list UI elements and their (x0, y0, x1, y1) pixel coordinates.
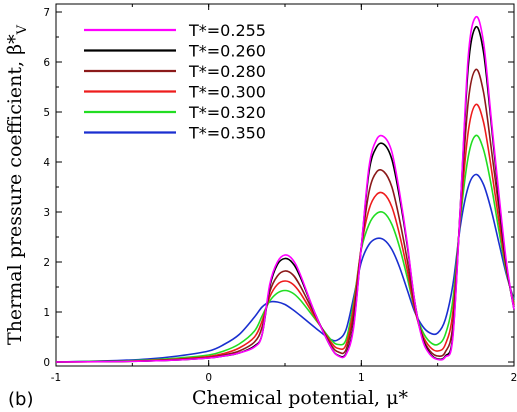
legend-label: T*=0.260 (188, 42, 266, 61)
x-tick-label: -1 (51, 372, 61, 384)
y-tick-label: 6 (43, 57, 50, 69)
legend-label: T*=0.350 (188, 124, 266, 143)
panel-label: (b) (8, 389, 33, 410)
y-tick-label: 3 (43, 207, 50, 219)
series-line (55, 25, 515, 363)
series-line (55, 68, 515, 363)
legend-label: T*=0.255 (188, 21, 266, 40)
series-lines (55, 15, 515, 363)
legend-label: T*=0.280 (188, 62, 266, 81)
series-line (55, 15, 515, 363)
y-tick-label: 0 (43, 357, 50, 369)
y-axis-title-group: Thermal pressure coefficient, β*V (4, 24, 30, 345)
legend-label: T*=0.320 (188, 103, 266, 122)
series-line (55, 103, 515, 363)
x-axis-title: Chemical potential, μ* (192, 387, 408, 409)
y-tick-label: 1 (43, 307, 50, 319)
series-line (55, 173, 515, 363)
legend-label: T*=0.300 (188, 83, 266, 102)
y-tick-label: 4 (43, 157, 50, 169)
y-tick-label: 5 (43, 107, 50, 119)
y-axis-title-subscript: V (15, 24, 30, 35)
y-tick-label: 2 (43, 257, 50, 269)
y-axis-title: Thermal pressure coefficient, β*V (4, 24, 30, 345)
x-tick-label: 2 (511, 372, 517, 384)
series-line (55, 134, 515, 363)
y-tick-label: 7 (43, 7, 50, 19)
x-tick-label: 0 (205, 372, 212, 384)
plot-frame (55, 3, 515, 367)
x-tick-label: 1 (358, 372, 365, 384)
y-axis-title-main: Thermal pressure coefficient, β* (4, 34, 26, 345)
